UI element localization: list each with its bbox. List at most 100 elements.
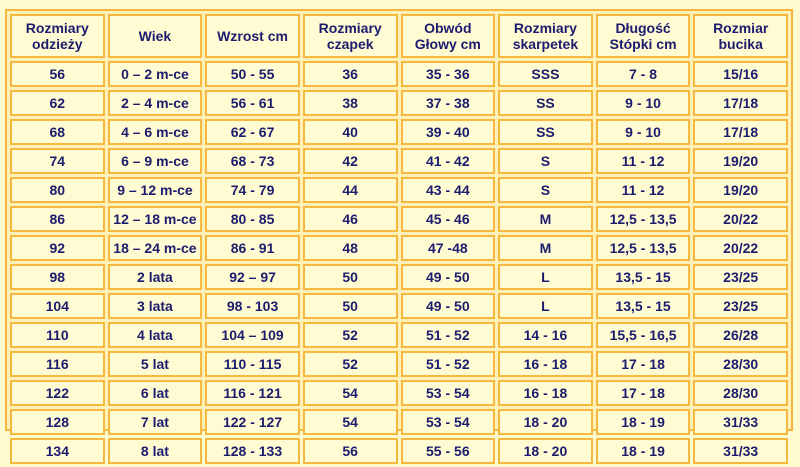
size-chart-table: Rozmiary odzieży Wiek Wzrost cm Rozmiary czap… [7, 11, 791, 467]
cell-hat-size: 56 [302, 438, 398, 464]
header-hat-size: Rozmiary czapek [302, 14, 398, 58]
table-row: 116 5 lat 110 - 115 52 51 - 52 16 - 18 17 - 18… [10, 351, 788, 377]
table-row: 98 2 lata 92 – 97 50 49 - 50 L 13,5 - 15 23/25 [10, 264, 788, 290]
cell-shoe-size: 31/33 [693, 409, 788, 435]
cell-sock-size: S [498, 177, 593, 203]
header-head-circumference-cm: Obwód Głowy cm [400, 14, 496, 58]
cell-foot-length-cm: 13,5 - 15 [595, 264, 691, 290]
cell-foot-length-cm: 18 - 19 [595, 438, 691, 464]
cell-head-circumference-cm: 47 -48 [400, 235, 496, 261]
cell-shoe-size: 19/20 [693, 148, 788, 174]
cell-age: 8 lat [107, 438, 203, 464]
header-sock-size: Rozmiary skarpetek [498, 14, 593, 58]
cell-hat-size: 50 [302, 264, 398, 290]
cell-sock-size: M [498, 235, 593, 261]
header-shoe-size: Rozmiar bucika [693, 14, 788, 58]
cell-age: 18 – 24 m-ce [107, 235, 203, 261]
cell-height-cm: 80 - 85 [205, 206, 300, 232]
cell-height-cm: 62 - 67 [205, 119, 300, 145]
size-chart-container: Rozmiary odzieży Wiek Wzrost cm Rozmiary czap… [5, 9, 793, 464]
cell-sock-size: SS [498, 90, 593, 116]
cell-shoe-size: 26/28 [693, 322, 788, 348]
cell-height-cm: 68 - 73 [205, 148, 300, 174]
cell-head-circumference-cm: 37 - 38 [400, 90, 496, 116]
cell-hat-size: 40 [302, 119, 398, 145]
cell-shoe-size: 17/18 [693, 119, 788, 145]
cell-foot-length-cm: 7 - 8 [595, 61, 691, 87]
cell-shoe-size: 28/30 [693, 380, 788, 406]
cell-shoe-size: 19/20 [693, 177, 788, 203]
cell-clothing-size: 104 [10, 293, 105, 319]
cell-clothing-size: 74 [10, 148, 105, 174]
cell-hat-size: 50 [302, 293, 398, 319]
cell-head-circumference-cm: 35 - 36 [400, 61, 496, 87]
cell-sock-size: 14 - 16 [498, 322, 593, 348]
table-row: 122 6 lat 116 - 121 54 53 - 54 16 - 18 17 - 18… [10, 380, 788, 406]
cell-height-cm: 74 - 79 [205, 177, 300, 203]
cell-foot-length-cm: 17 - 18 [595, 351, 691, 377]
header-height-cm: Wzrost cm [205, 14, 300, 58]
header-row: Rozmiary odzieży Wiek Wzrost cm Rozmiary czap… [10, 14, 788, 58]
cell-height-cm: 128 - 133 [205, 438, 300, 464]
cell-clothing-size: 116 [10, 351, 105, 377]
cell-height-cm: 92 – 97 [205, 264, 300, 290]
cell-clothing-size: 98 [10, 264, 105, 290]
cell-hat-size: 48 [302, 235, 398, 261]
cell-head-circumference-cm: 39 - 40 [400, 119, 496, 145]
table-row: 62 2 – 4 m-ce 56 - 61 38 37 - 38 SS 9 - 10 17/1… [10, 90, 788, 116]
cell-age: 7 lat [107, 409, 203, 435]
cell-head-circumference-cm: 41 - 42 [400, 148, 496, 174]
cell-age: 4 – 6 m-ce [107, 119, 203, 145]
cell-head-circumference-cm: 51 - 52 [400, 322, 496, 348]
cell-height-cm: 116 - 121 [205, 380, 300, 406]
table-row: 128 7 lat 122 - 127 54 53 - 54 18 - 20 18 - 19… [10, 409, 788, 435]
table-row: 68 4 – 6 m-ce 62 - 67 40 39 - 40 SS 9 - 10 17/1… [10, 119, 788, 145]
cell-hat-size: 38 [302, 90, 398, 116]
cell-sock-size: 16 - 18 [498, 380, 593, 406]
cell-sock-size: 18 - 20 [498, 409, 593, 435]
cell-age: 12 – 18 m-ce [107, 206, 203, 232]
cell-height-cm: 110 - 115 [205, 351, 300, 377]
cell-age: 5 lat [107, 351, 203, 377]
cell-clothing-size: 68 [10, 119, 105, 145]
cell-clothing-size: 92 [10, 235, 105, 261]
cell-sock-size: L [498, 293, 593, 319]
cell-head-circumference-cm: 49 - 50 [400, 264, 496, 290]
cell-hat-size: 36 [302, 61, 398, 87]
cell-hat-size: 54 [302, 409, 398, 435]
cell-foot-length-cm: 9 - 10 [595, 119, 691, 145]
cell-head-circumference-cm: 49 - 50 [400, 293, 496, 319]
cell-shoe-size: 15/16 [693, 61, 788, 87]
cell-age: 4 lata [107, 322, 203, 348]
cell-clothing-size: 86 [10, 206, 105, 232]
cell-hat-size: 42 [302, 148, 398, 174]
cell-head-circumference-cm: 53 - 54 [400, 409, 496, 435]
cell-height-cm: 56 - 61 [205, 90, 300, 116]
cell-age: 6 – 9 m-ce [107, 148, 203, 174]
cell-clothing-size: 62 [10, 90, 105, 116]
cell-sock-size: L [498, 264, 593, 290]
cell-height-cm: 86 - 91 [205, 235, 300, 261]
cell-height-cm: 50 - 55 [205, 61, 300, 87]
cell-clothing-size: 56 [10, 61, 105, 87]
cell-age: 2 lata [107, 264, 203, 290]
table-row: 104 3 lata 98 - 103 50 49 - 50 L 13,5 - 15 23/2… [10, 293, 788, 319]
cell-sock-size: SSS [498, 61, 593, 87]
cell-hat-size: 52 [302, 322, 398, 348]
cell-shoe-size: 17/18 [693, 90, 788, 116]
cell-sock-size: M [498, 206, 593, 232]
cell-hat-size: 54 [302, 380, 398, 406]
header-clothing-size: Rozmiary odzieży [10, 14, 105, 58]
cell-clothing-size: 128 [10, 409, 105, 435]
cell-foot-length-cm: 11 - 12 [595, 177, 691, 203]
cell-shoe-size: 31/33 [693, 438, 788, 464]
cell-clothing-size: 134 [10, 438, 105, 464]
cell-foot-length-cm: 12,5 - 13,5 [595, 235, 691, 261]
cell-age: 2 – 4 m-ce [107, 90, 203, 116]
cell-foot-length-cm: 11 - 12 [595, 148, 691, 174]
table-row: 56 0 – 2 m-ce 50 - 55 36 35 - 36 SSS 7 - 8 15/1… [10, 61, 788, 87]
cell-head-circumference-cm: 43 - 44 [400, 177, 496, 203]
table-row: 110 4 lata 104 – 109 52 51 - 52 14 - 16 15,5 -… [10, 322, 788, 348]
cell-sock-size: SS [498, 119, 593, 145]
table-row: 92 18 – 24 m-ce 86 - 91 48 47 -48 M 12,5 - 13,… [10, 235, 788, 261]
